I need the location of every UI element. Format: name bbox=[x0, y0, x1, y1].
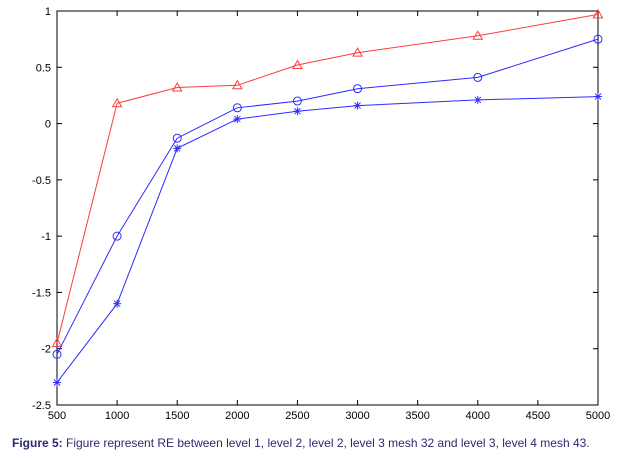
data-point-triangle bbox=[171, 82, 183, 92]
series-line bbox=[56, 38, 599, 355]
data-point-star bbox=[353, 101, 362, 110]
series-layer bbox=[51, 8, 604, 387]
y-tick-label: -2.5 bbox=[32, 400, 51, 412]
data-point-triangle bbox=[111, 97, 123, 108]
data-point-circle bbox=[473, 72, 483, 82]
x-tick-label: 5000 bbox=[586, 410, 610, 422]
x-tick-label: 2000 bbox=[225, 410, 249, 422]
star-stroke bbox=[173, 144, 181, 152]
caption-text: Figure represent RE between level 1, lev… bbox=[62, 436, 590, 450]
star-stroke bbox=[294, 107, 301, 115]
data-point-star bbox=[113, 299, 122, 308]
star-stroke bbox=[53, 379, 61, 386]
star-stroke bbox=[594, 93, 602, 100]
star-stroke bbox=[474, 96, 482, 104]
data-point-circle bbox=[52, 349, 62, 359]
data-point-star bbox=[594, 92, 602, 101]
data-point-triangle bbox=[352, 47, 363, 57]
series-triangle bbox=[51, 8, 604, 348]
data-point-star bbox=[293, 107, 302, 116]
x-tick-label: 500 bbox=[48, 410, 66, 422]
x-tick-label: 1500 bbox=[165, 410, 189, 422]
x-tick-label: 3500 bbox=[405, 410, 429, 422]
data-point-triangle bbox=[231, 79, 243, 90]
data-point-circle bbox=[353, 84, 363, 94]
y-tick-label: -1.5 bbox=[32, 287, 51, 299]
figure-caption: Figure 5: Figure represent RE between le… bbox=[12, 436, 624, 450]
y-tick-label: 0 bbox=[45, 119, 51, 131]
plot-frame bbox=[56, 10, 599, 406]
y-tick-label: -2 bbox=[41, 344, 51, 356]
y-axis: 1 0.5 0 -0.5 -1 -1.5 -2 -2.5 bbox=[32, 6, 598, 412]
series-circle bbox=[52, 34, 603, 359]
data-point-star bbox=[53, 378, 61, 387]
series-line bbox=[56, 96, 599, 383]
data-point-circle bbox=[232, 103, 242, 113]
x-tick-label: 3000 bbox=[345, 410, 369, 422]
data-point-circle bbox=[112, 231, 122, 241]
data-point-triangle bbox=[51, 337, 63, 348]
data-point-triangle bbox=[472, 30, 484, 40]
x-tick-label: 4000 bbox=[466, 410, 490, 422]
x-tick-label: 1000 bbox=[105, 410, 129, 422]
star-stroke bbox=[354, 102, 361, 109]
y-tick-label: 1 bbox=[45, 6, 51, 18]
x-tick-label: 4500 bbox=[526, 410, 550, 422]
x-tick-label: 2500 bbox=[285, 410, 309, 422]
y-tick-label: 0.5 bbox=[36, 62, 51, 74]
series-line bbox=[56, 13, 599, 344]
data-point-triangle bbox=[592, 8, 604, 19]
data-point-star bbox=[173, 144, 182, 153]
star-stroke bbox=[113, 300, 121, 308]
y-tick-label: -1 bbox=[41, 231, 51, 243]
data-point-circle bbox=[292, 96, 302, 106]
caption-label: Figure 5: bbox=[12, 436, 63, 450]
data-point-triangle bbox=[292, 59, 303, 70]
data-point-star bbox=[473, 95, 482, 104]
data-point-circle bbox=[593, 34, 603, 44]
series-star bbox=[53, 92, 602, 387]
line-chart: 500 1000 1500 2000 2500 3000 3500 4000 4500 5000 … bbox=[32, 6, 610, 422]
star-stroke bbox=[233, 115, 241, 123]
x-axis: 500 1000 1500 2000 2500 3000 3500 4000 4500 5000 bbox=[48, 11, 610, 422]
data-point-circle bbox=[172, 133, 182, 143]
data-point-star bbox=[233, 115, 242, 124]
y-tick-label: -0.5 bbox=[32, 175, 51, 187]
